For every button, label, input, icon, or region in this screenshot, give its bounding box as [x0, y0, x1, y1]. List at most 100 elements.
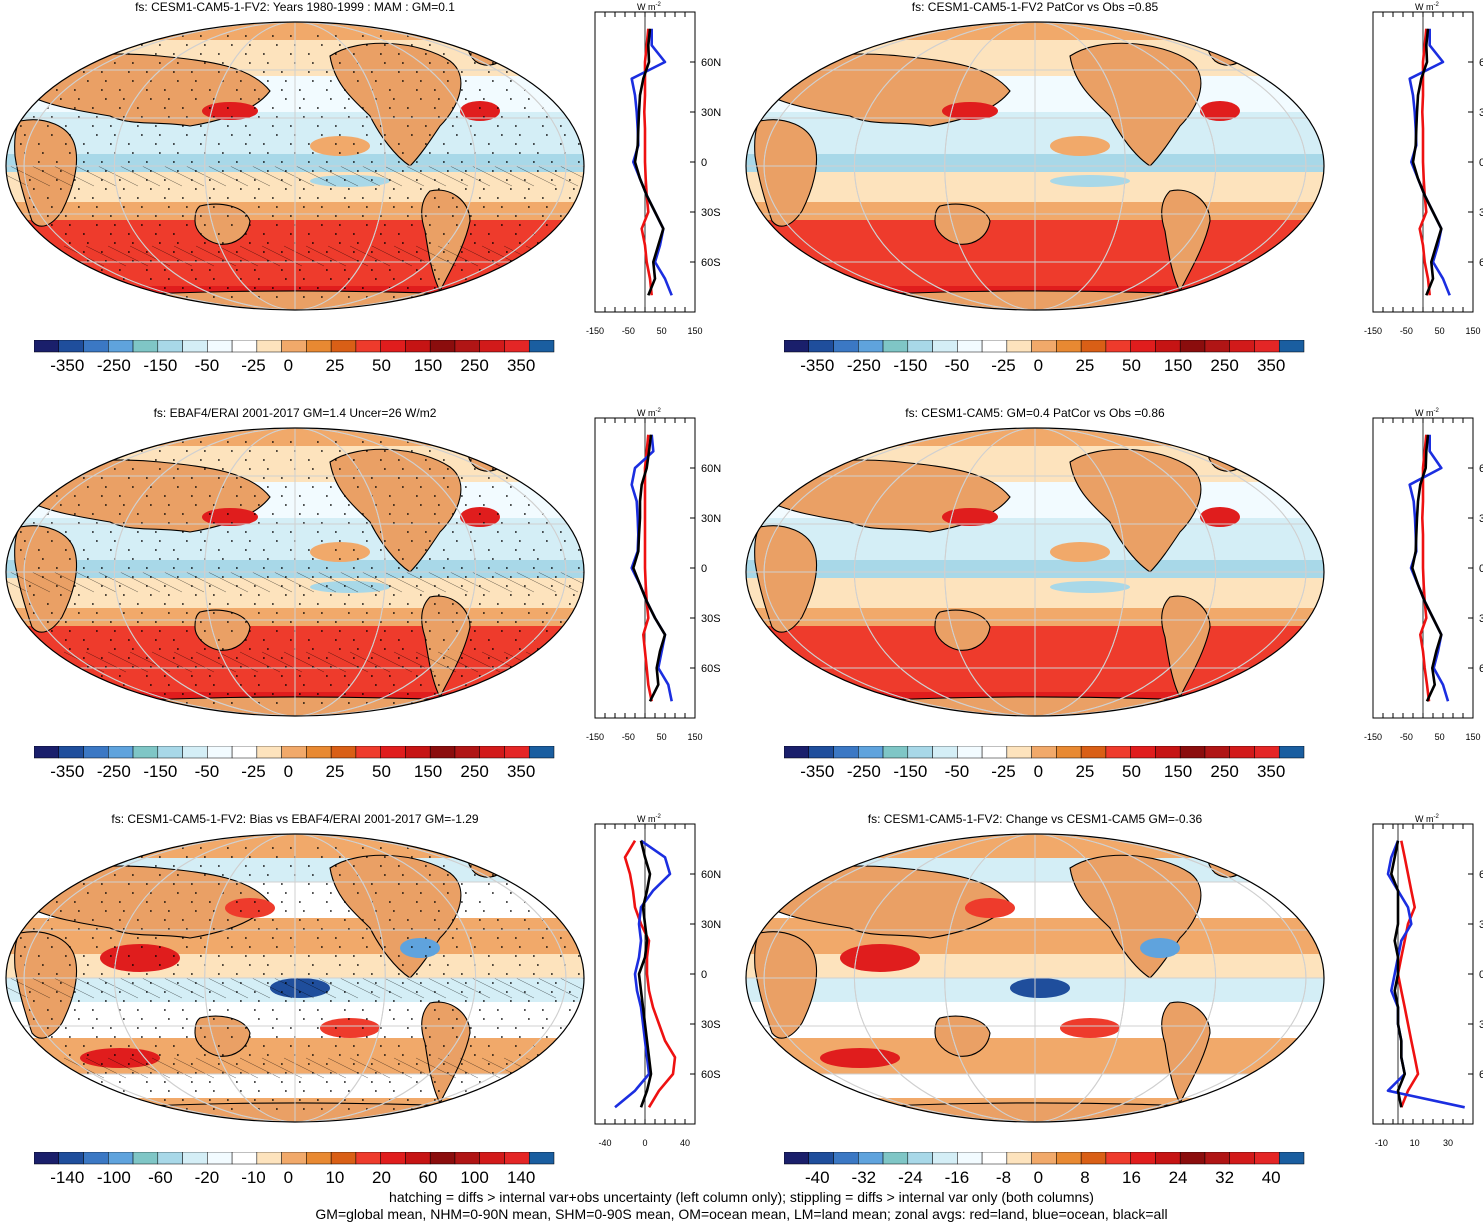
colorbar-tick-label: 150 [413, 762, 443, 781]
colorbar-box [231, 746, 258, 759]
colorbar-box [380, 746, 406, 759]
colorbar-box [157, 746, 183, 759]
map-continent [754, 525, 818, 633]
colorbar-tick-label: -350 [50, 356, 85, 375]
map-field [6, 834, 584, 1122]
colorbar-box [1155, 746, 1181, 759]
map-continent [1069, 448, 1202, 573]
colorbar-box [1254, 1152, 1280, 1165]
world-map [5, 833, 585, 1123]
colorbar-box [882, 340, 909, 353]
colorbar-box [83, 746, 109, 759]
zonal-xtick-label: -150 [586, 732, 604, 742]
colorbar-box [504, 340, 530, 353]
colorbar-box [355, 746, 381, 759]
colorbar-tick-label: 50 [1122, 356, 1141, 375]
colorbar-tick-label: 250 [460, 762, 489, 781]
map-outline [745, 833, 1325, 1123]
map-anomaly [320, 1018, 380, 1038]
colorbar-tick-label: -350 [800, 356, 835, 375]
map-continent [754, 931, 818, 1039]
colorbar-box [34, 1152, 60, 1165]
colorbar-tick-label: -100 [96, 1168, 131, 1187]
zonal-xtick-label: -150 [586, 326, 604, 336]
colorbar-tick-label: -25 [241, 356, 266, 375]
colorbar-tick-label: -25 [241, 762, 266, 781]
colorbar-box [907, 340, 933, 353]
colorbar-tick-label: 25 [1075, 762, 1095, 781]
colorbar-tick-label: -60 [148, 1168, 173, 1187]
map-anomaly [202, 508, 258, 526]
zonal-line-all [1389, 840, 1406, 1108]
colorbar-box [207, 746, 233, 759]
colorbar-box [1229, 746, 1255, 759]
map-outline [5, 427, 585, 717]
panel-title: fs: CESM1-CAM5-1-FV2: Bias vs EBAF4/ERAI… [111, 812, 479, 826]
colorbar-labels: -350 -250 -150 -50 -25 0 25 50 150 250 350 [784, 356, 1304, 378]
map-anomaly [310, 175, 390, 187]
colorbar-tick-label: -25 [991, 356, 1016, 375]
zonal-line-ocean [1408, 434, 1450, 702]
world-map [5, 427, 585, 717]
colorbar-tick-label: 0 [1033, 1168, 1044, 1187]
colorbar-box [1278, 1152, 1305, 1165]
colorbar-tick-label: 150 [1163, 762, 1193, 781]
colorbar-box [1130, 340, 1156, 353]
colorbar-box [1080, 340, 1107, 353]
colorbar-box [1006, 1152, 1032, 1165]
colorbar [784, 746, 1305, 759]
map-field [746, 834, 1324, 1122]
colorbar-box [454, 746, 480, 759]
panel-title: fs: EBAF4/ERAI 2001-2017 GM=1.4 Uncer=26… [153, 406, 437, 420]
zonal-line-ocean [630, 28, 673, 296]
zonal-unit-label: W m-2 [637, 2, 661, 12]
map-anomaly [80, 1048, 160, 1068]
colorbar-box [784, 340, 810, 353]
map-anomaly [942, 102, 998, 120]
zonal-ylabel: 30N [1479, 513, 1483, 525]
zonal-xtick-label: 50 [1435, 326, 1445, 336]
zonal-ylabel: 30S [701, 1019, 721, 1031]
colorbar-tick-label: 250 [460, 356, 489, 375]
colorbar-box [157, 1152, 183, 1165]
zonal-mean-plot: -150 -50 50 150 60N 30N 0 30S 60S W m-2 [586, 2, 721, 336]
colorbar-tick-label: 16 [1122, 1168, 1141, 1187]
zonal-ylabel: 0 [701, 563, 707, 575]
zonal-line-land [1396, 840, 1420, 1108]
map-field [6, 22, 584, 310]
colorbar-box [808, 340, 834, 353]
colorbar-box [479, 1152, 505, 1165]
colorbar-box [182, 340, 208, 353]
colorbar-tick-label: -150 [143, 762, 178, 781]
colorbar-box [1080, 1152, 1107, 1165]
chart-panel: fs: CESM1-CAM5-1-FV2: Bias vs EBAF4/ERAI… [0, 812, 740, 1212]
colorbar-tick-label: -50 [944, 356, 970, 375]
zonal-ylabel: 30S [1479, 1019, 1483, 1031]
colorbar-tick-label: 350 [506, 762, 536, 781]
colorbar-box [380, 340, 406, 353]
map-anomaly [840, 944, 920, 972]
colorbar-box [833, 746, 859, 759]
colorbar-tick-label: -250 [96, 762, 131, 781]
colorbar-labels: -350 -250 -150 -50 -25 0 25 50 150 250 350 [784, 762, 1304, 784]
colorbar-box [58, 340, 84, 353]
colorbar-box [504, 746, 530, 759]
map-anomaly [1050, 136, 1110, 156]
map-anomaly [100, 944, 180, 972]
colorbar-tick-label: 25 [325, 356, 345, 375]
zonal-ylabel: 60S [701, 1069, 721, 1081]
panel-title: fs: CESM1-CAM5: GM=0.4 PatCor vs Obs =0.… [905, 406, 1165, 420]
colorbar [784, 1152, 1305, 1165]
colorbar-box [981, 746, 1008, 759]
zonal-xtick-label: -150 [1364, 732, 1382, 742]
colorbar-tick-label: -150 [893, 356, 928, 375]
colorbar-tick-label: 100 [460, 1168, 489, 1187]
colorbar-box [1105, 1152, 1131, 1165]
zonal-unit-label: W m-2 [1415, 408, 1439, 418]
colorbar-boxes [784, 1152, 1305, 1165]
colorbar-box [132, 1152, 159, 1165]
panel-title: fs: CESM1-CAM5-1-FV2: Change vs CESM1-CA… [867, 812, 1203, 826]
colorbar-tick-label: 0 [283, 356, 294, 375]
colorbar-box [1179, 340, 1206, 353]
panel-title: fs: CESM1-CAM5-1-FV2 PatCor vs Obs =0.85 [911, 0, 1159, 14]
